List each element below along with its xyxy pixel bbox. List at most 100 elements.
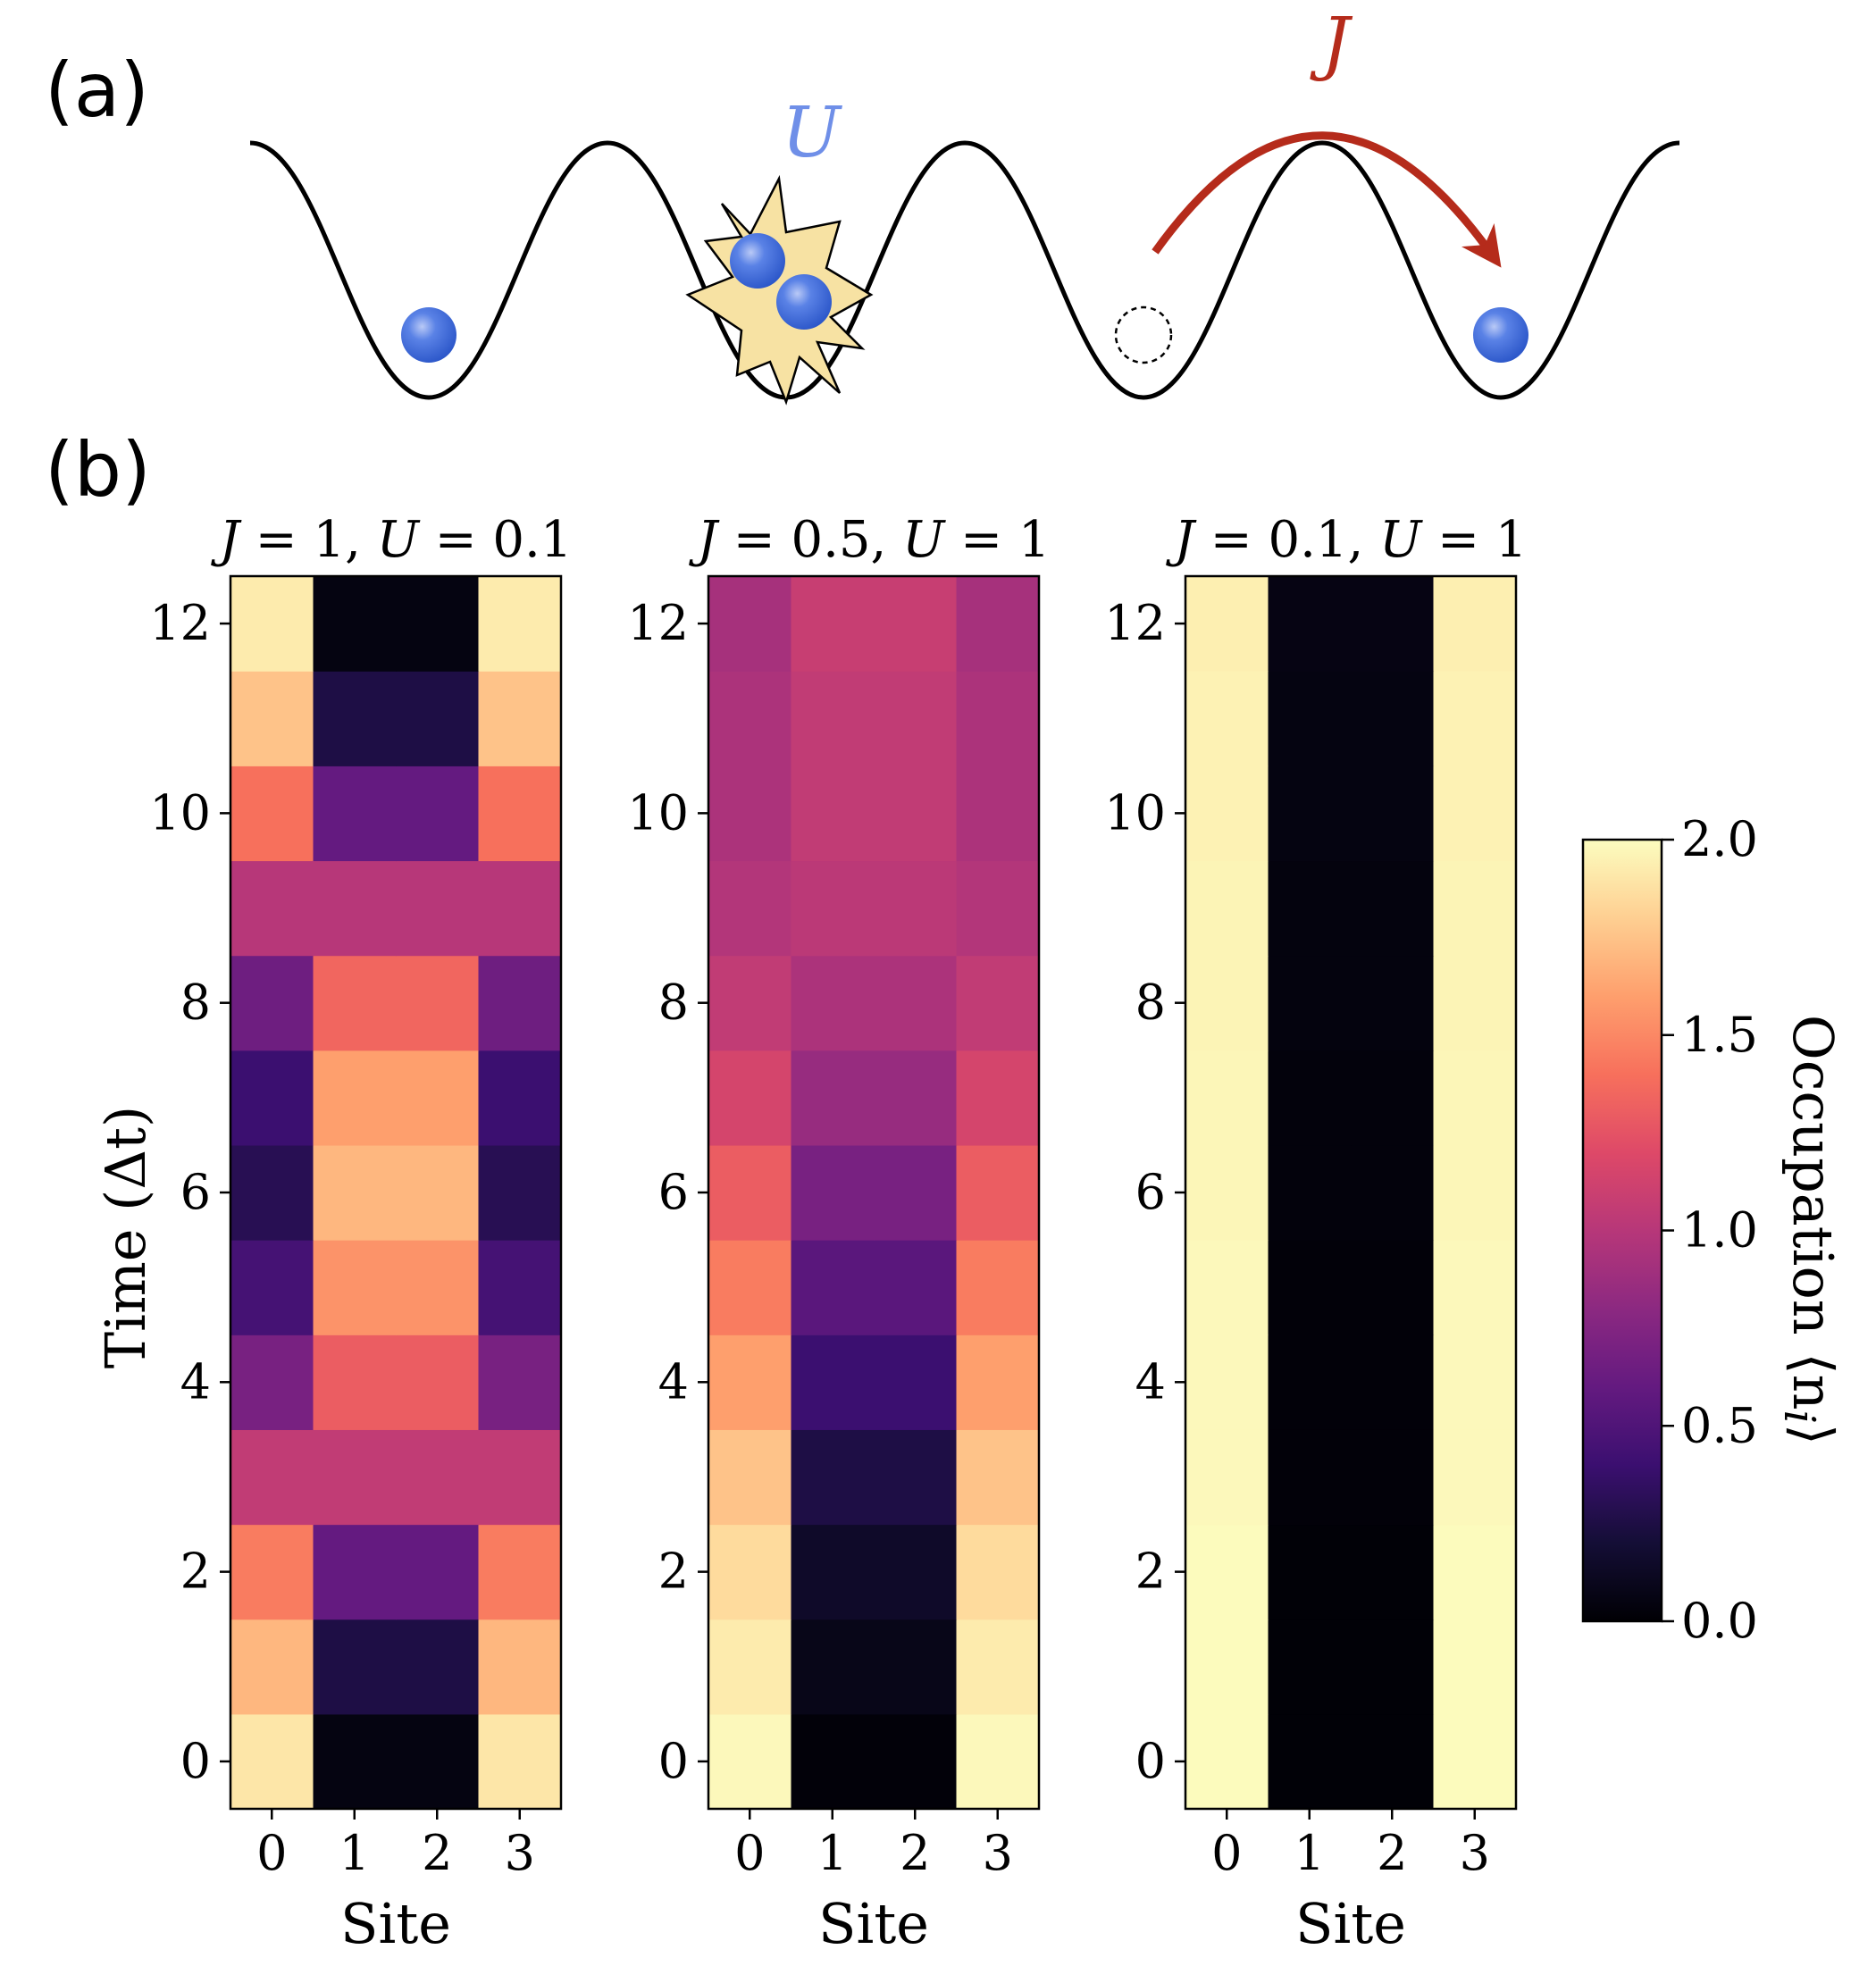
cell-p0-t12-s3 — [478, 576, 562, 672]
j-label: J — [1309, 4, 1353, 84]
cell-p1-t5-s2 — [874, 1240, 958, 1335]
cell-p1-t3-s1 — [791, 1429, 875, 1526]
cell-p2-t9-s0 — [1185, 860, 1269, 957]
cell-p1-t11-s3 — [956, 671, 1040, 766]
cell-p1-t11-s2 — [874, 671, 958, 766]
cell-p0-t6-s2 — [396, 1144, 480, 1241]
cell-p2-t1-s0 — [1185, 1619, 1269, 1715]
cell-p2-t2-s2 — [1351, 1524, 1435, 1620]
ytick-label-p2-3: 6 — [1135, 1164, 1166, 1220]
xtick-label-p1-2: 2 — [900, 1825, 930, 1881]
cell-p1-t4-s0 — [708, 1335, 792, 1430]
ytick-label-p1-6: 12 — [627, 595, 689, 651]
cell-p1-t4-s3 — [956, 1335, 1040, 1430]
cell-p1-t8-s1 — [791, 955, 875, 1051]
cell-p0-t7-s1 — [313, 1050, 397, 1146]
ytick-label-p0-4: 8 — [180, 975, 211, 1031]
cell-p0-t8-s1 — [313, 955, 397, 1051]
ytick-label-p0-6: 12 — [149, 595, 211, 651]
cell-p1-t1-s0 — [708, 1619, 792, 1715]
cell-p0-t10-s2 — [396, 766, 480, 862]
cell-p2-t4-s3 — [1433, 1335, 1517, 1430]
cell-p2-t8-s0 — [1185, 955, 1269, 1051]
cell-p2-t7-s0 — [1185, 1050, 1269, 1146]
u-label: U — [782, 93, 842, 173]
cell-p1-t7-s3 — [956, 1050, 1040, 1146]
cell-p2-t11-s1 — [1268, 671, 1352, 766]
atom-site-1a — [730, 233, 785, 289]
cell-p1-t12-s2 — [874, 576, 958, 672]
ytick-label-p1-4: 8 — [658, 975, 689, 1031]
ytick-label-p1-1: 2 — [658, 1544, 689, 1600]
cell-p1-t7-s2 — [874, 1050, 958, 1146]
cell-p0-t5-s2 — [396, 1240, 480, 1335]
panel-title-0: J = 1, U = 0.1 — [210, 511, 572, 569]
x-axis-title-p1: Site — [818, 1891, 929, 1956]
cell-p2-t12-s0 — [1185, 576, 1269, 672]
xtick-label-p2-2: 2 — [1377, 1825, 1407, 1881]
ytick-label-p2-5: 10 — [1104, 784, 1166, 841]
ytick-label-p2-4: 8 — [1135, 975, 1166, 1031]
lattice-potential — [249, 140, 1680, 400]
xtick-label-p0-2: 2 — [422, 1825, 452, 1881]
cell-p1-t5-s3 — [956, 1240, 1040, 1335]
cell-p0-t5-s3 — [478, 1240, 562, 1335]
cell-p2-t3-s2 — [1351, 1429, 1435, 1526]
cell-p0-t7-s0 — [230, 1050, 314, 1146]
cell-p2-t1-s2 — [1351, 1619, 1435, 1715]
cell-p0-t3-s0 — [230, 1429, 314, 1526]
cell-p2-t7-s2 — [1351, 1050, 1435, 1146]
cell-p1-t0-s1 — [791, 1713, 875, 1810]
cell-p0-t8-s2 — [396, 955, 480, 1051]
cell-p0-t10-s3 — [478, 766, 562, 862]
cell-p1-t9-s2 — [874, 860, 958, 957]
cell-p2-t2-s3 — [1433, 1524, 1517, 1620]
cell-p0-t10-s1 — [313, 766, 397, 862]
cell-p0-t2-s0 — [230, 1524, 314, 1620]
cell-p2-t9-s3 — [1433, 860, 1517, 957]
cell-p2-t1-s1 — [1268, 1619, 1352, 1715]
cell-p0-t6-s0 — [230, 1144, 314, 1241]
ytick-label-p2-2: 4 — [1135, 1353, 1166, 1410]
ytick-label-p0-5: 10 — [149, 784, 211, 841]
cell-p1-t6-s2 — [874, 1144, 958, 1241]
cell-p2-t0-s0 — [1185, 1713, 1269, 1810]
cell-p0-t3-s1 — [313, 1429, 397, 1526]
cell-p1-t8-s2 — [874, 955, 958, 1051]
cell-p1-t12-s3 — [956, 576, 1040, 672]
cell-p2-t0-s2 — [1351, 1713, 1435, 1810]
cell-p2-t0-s1 — [1268, 1713, 1352, 1810]
ytick-label-p0-2: 4 — [180, 1353, 211, 1410]
cell-p0-t9-s3 — [478, 860, 562, 957]
cell-p0-t3-s3 — [478, 1429, 562, 1526]
cell-p1-t12-s1 — [791, 576, 875, 672]
ytick-label-p2-1: 2 — [1135, 1544, 1166, 1600]
cell-p0-t4-s1 — [313, 1335, 397, 1430]
colorbar: 0.0 0.5 1.0 1.5 2.0 Occupation ⟨ni⟩ — [1581, 811, 1846, 1649]
cell-p2-t5-s1 — [1268, 1240, 1352, 1335]
cell-p0-t5-s1 — [313, 1240, 397, 1335]
x-axis-title-p0: Site — [340, 1891, 451, 1956]
cell-p2-t3-s1 — [1268, 1429, 1352, 1526]
cell-p2-t8-s2 — [1351, 955, 1435, 1051]
cell-p1-t10-s2 — [874, 766, 958, 862]
cell-p1-t8-s3 — [956, 955, 1040, 1051]
xtick-label-p1-3: 3 — [983, 1825, 1013, 1881]
cell-p1-t7-s0 — [708, 1050, 792, 1146]
atom-site-3 — [1473, 307, 1528, 363]
cell-p2-t6-s3 — [1433, 1144, 1517, 1241]
ytick-label-p1-0: 0 — [658, 1733, 689, 1789]
xtick-label-p0-3: 3 — [505, 1825, 535, 1881]
cell-p0-t6-s1 — [313, 1144, 397, 1241]
cell-p1-t3-s2 — [874, 1429, 958, 1526]
cell-p0-t9-s1 — [313, 860, 397, 957]
cell-p2-t1-s3 — [1433, 1619, 1517, 1715]
xtick-label-p0-0: 0 — [256, 1825, 287, 1881]
cell-p1-t7-s1 — [791, 1050, 875, 1146]
cell-p1-t5-s0 — [708, 1240, 792, 1335]
ytick-label-p1-3: 6 — [658, 1164, 689, 1220]
cell-p2-t5-s2 — [1351, 1240, 1435, 1335]
cell-p2-t7-s3 — [1433, 1050, 1517, 1146]
panel-title-1: J = 0.5, U = 1 — [689, 511, 1051, 569]
